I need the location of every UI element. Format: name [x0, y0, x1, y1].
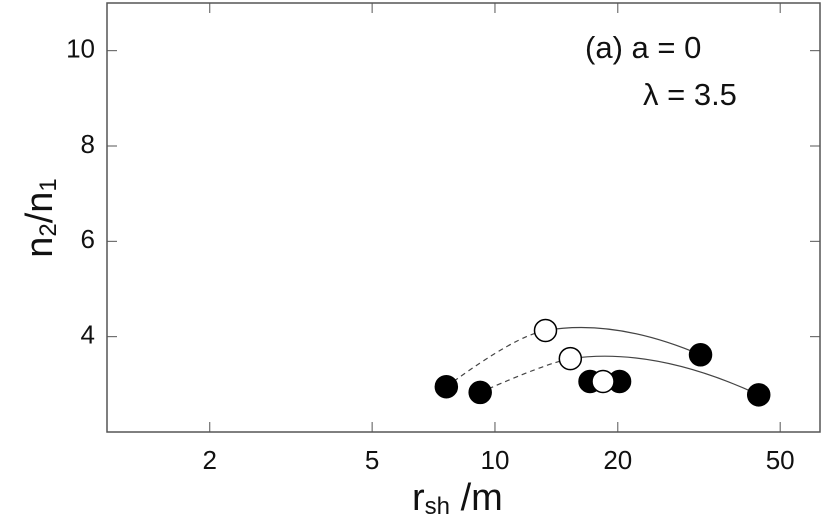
- y-tick-label: 4: [81, 320, 95, 350]
- connector-solid: [570, 355, 759, 396]
- annotation: λ = 3.5: [643, 77, 737, 112]
- x-tick-label: 20: [603, 445, 632, 475]
- connector-solid: [545, 326, 701, 356]
- x-tick-label: 5: [365, 445, 379, 475]
- x-tick-label: 2: [203, 445, 217, 475]
- x-tick-label: 10: [481, 445, 510, 475]
- y-axis-label: n2/n1: [19, 178, 62, 258]
- connector-dashed: [479, 358, 571, 393]
- marker: [688, 343, 713, 367]
- y-tick-label: 10: [66, 34, 95, 64]
- y-tick-label: 6: [81, 224, 95, 254]
- marker: [533, 318, 558, 343]
- annotation: (a) a = 0: [585, 30, 701, 65]
- marker: [591, 369, 615, 394]
- marker: [746, 383, 771, 407]
- y-tick-label: 8: [81, 129, 95, 159]
- x-axis-label: rsh /m: [412, 477, 503, 520]
- plot-frame: [106, 2, 821, 433]
- marker: [558, 346, 583, 371]
- x-tick-label: 50: [766, 445, 795, 475]
- connector-dashed: [445, 329, 546, 388]
- marker: [434, 374, 459, 399]
- marker: [468, 380, 492, 405]
